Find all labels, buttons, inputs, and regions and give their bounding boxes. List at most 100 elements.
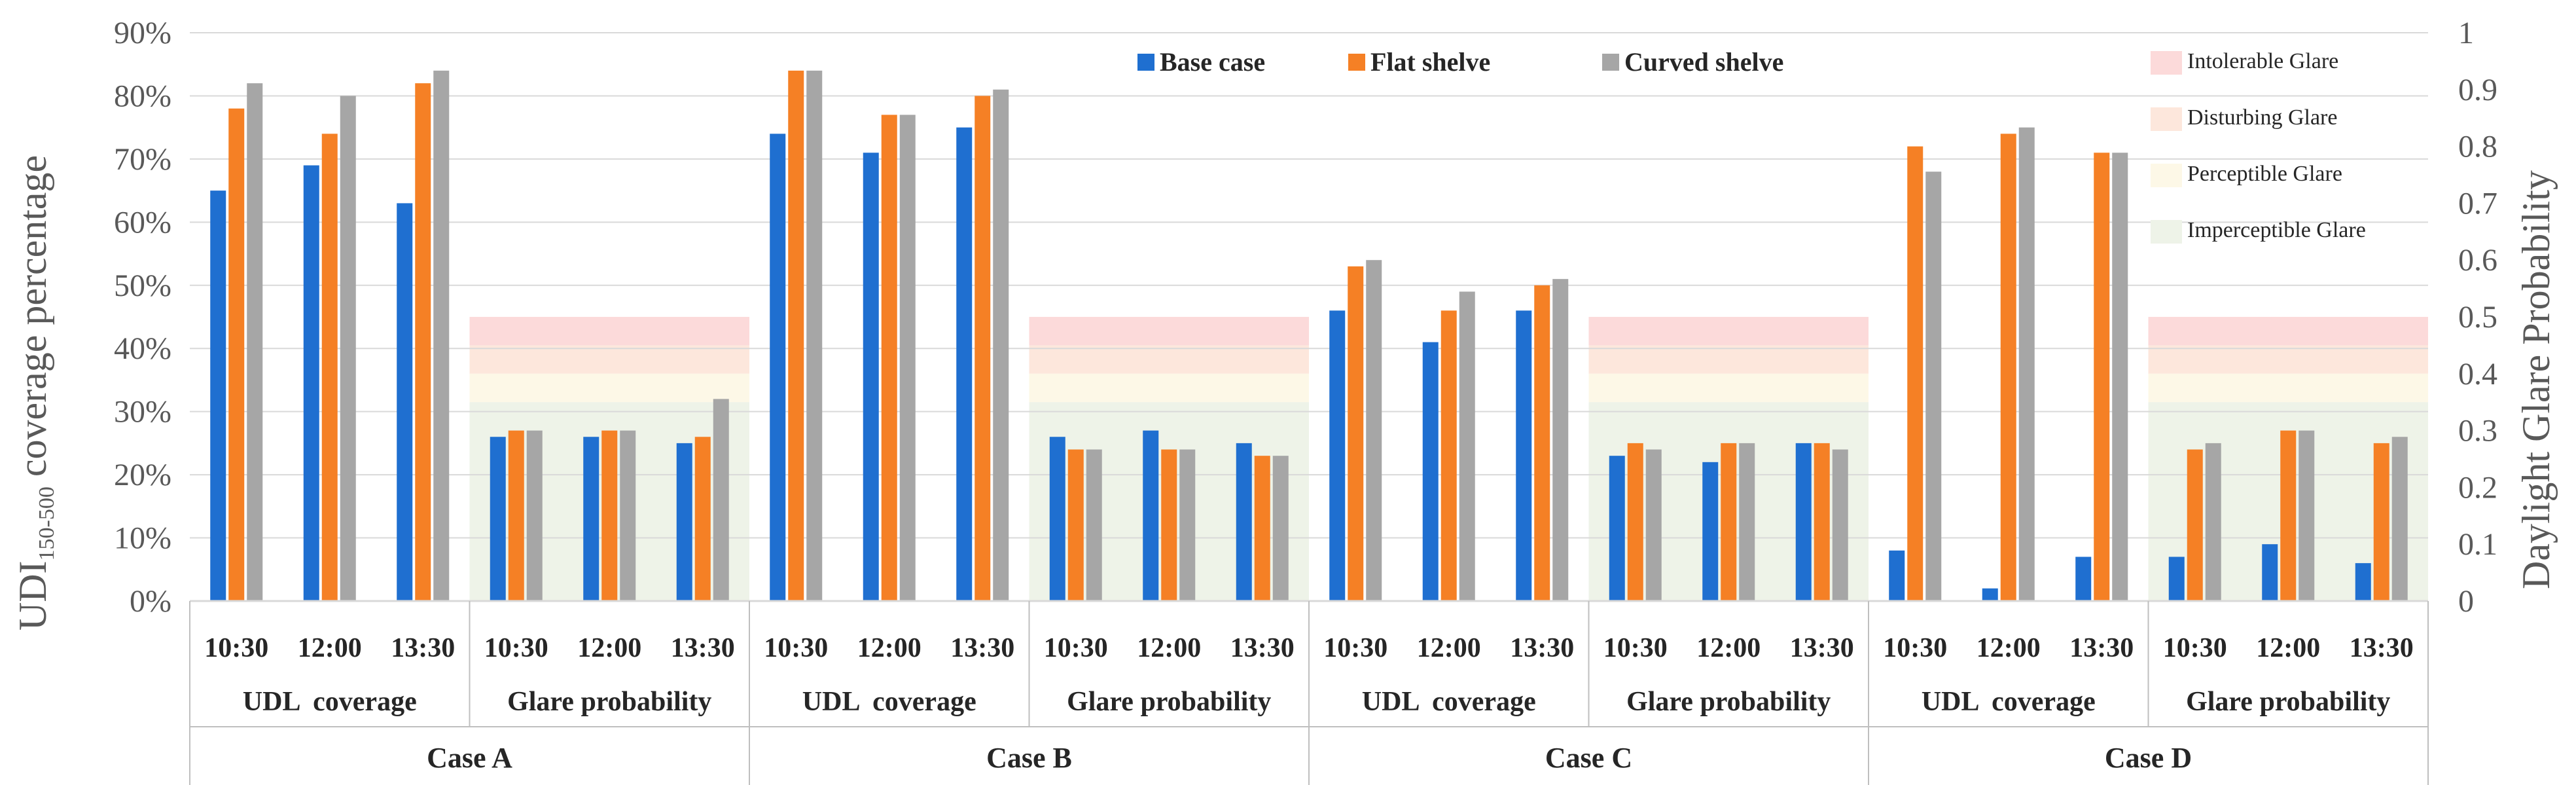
axes: 0% 10% 20% 30% 40% 50% 60% 70% 80% 90% 0 0.1 0.2 0.3 0… [114,16,2497,619]
bar [526,430,543,601]
bar [2373,443,2389,601]
bar [694,437,711,601]
case-label: Case B [986,742,1072,774]
legend-swatch [1602,54,1619,71]
glare-zone-band [469,345,749,374]
case-label: Case A [427,742,512,774]
bar [1925,172,1942,602]
zone-legend-label: Imperceptible Glare [2187,218,2366,242]
time-label: 12:00 [857,633,921,663]
left-axis-title-prefix: UDI [11,561,54,631]
bar [1702,462,1719,601]
bar [713,399,729,601]
time-label: 13:30 [1790,633,1854,663]
time-label: 12:00 [1696,633,1761,663]
legend-label: Base case [1160,47,1265,77]
case-label: Case C [1545,742,1632,774]
time-label: 12:00 [1417,633,1481,663]
glare-zone-band [2148,345,2428,374]
bar [1814,443,1830,601]
right-tick-label: 0.2 [2458,470,2497,505]
bar [2391,437,2408,601]
time-label: 13:30 [950,633,1014,663]
glare-zone-band [2148,373,2428,403]
left-tick-label: 60% [114,205,171,240]
bar [601,430,618,601]
bar [1645,449,1662,601]
zone-legend-swatch [2151,51,2182,75]
bar [1552,279,1569,601]
bar [2355,563,2371,601]
bar [2299,430,2315,601]
bar [2094,153,2110,601]
bar [1795,443,1812,601]
bar [228,108,245,601]
glare-zone-band [469,317,749,346]
bar [321,134,338,602]
time-label: 13:30 [2069,633,2134,663]
bar [2187,449,2203,601]
right-tick-label: 0.1 [2458,527,2497,562]
time-label: 13:30 [671,633,735,663]
time-label: 12:00 [298,633,362,663]
glare-zone-band [1029,345,1309,374]
legend-label: Flat shelve [1370,47,1490,77]
bar [770,134,786,602]
time-label: 10:30 [2163,633,2227,663]
glare-zone-legend: Intolerable Glare Disturbing Glare Percept… [2151,49,2366,244]
time-label: 10:30 [1044,633,1108,663]
right-tick-label: 0.7 [2458,186,2497,221]
bar [975,96,991,601]
bar [788,70,804,601]
time-label: 12:00 [1137,633,1201,663]
bar [2000,134,2016,602]
zone-legend-label: Intolerable Glare [2187,49,2338,73]
zone-legend-label: Perceptible Glare [2187,162,2342,186]
bar [340,96,356,601]
bar [1086,449,1102,601]
bar [1049,437,1065,601]
bar [806,70,823,601]
left-axis-title: UDI150-500 coverage percentage [11,155,59,630]
time-label: 12:00 [1977,633,2041,663]
bar [1721,443,1737,601]
bar [303,165,319,602]
left-tick-label: 70% [114,142,171,177]
gridlines [190,32,2428,539]
glare-zone-band [1588,373,1869,403]
time-label: 13:30 [391,633,455,663]
bar [1366,260,1382,601]
time-label: 10:30 [1603,633,1668,663]
bar [490,437,506,601]
bar [1179,449,1196,601]
legend-swatch [1137,54,1154,71]
group-label: Glare probability [1626,687,1831,717]
bar [1067,449,1084,601]
left-axis-title-suffix: coverage percentage [11,155,54,486]
left-tick-label: 80% [114,79,171,113]
left-tick-label: 30% [114,395,171,429]
bar [433,70,450,601]
time-label: 13:30 [1230,633,1295,663]
right-tick-label: 1 [2458,16,2474,50]
bar [1516,310,1532,601]
left-axis-title-subscript: 150-500 [35,486,59,560]
left-tick-label: 10% [114,521,171,556]
bar [1982,588,1998,601]
right-tick-label: 0 [2458,584,2474,619]
bar [993,89,1009,602]
bar [508,430,524,601]
group-label: Glare probability [2186,687,2390,717]
left-tick-label: 40% [114,331,171,366]
glare-zone-band [469,373,749,403]
bar [415,83,431,601]
bar [2018,127,2035,601]
glare-zone-band [1588,345,1869,374]
bar [956,127,973,601]
bar [1348,266,1364,601]
glare-zone-band [2148,317,2428,346]
bar [1161,449,1177,601]
bars [210,70,2408,602]
bar [620,430,636,601]
